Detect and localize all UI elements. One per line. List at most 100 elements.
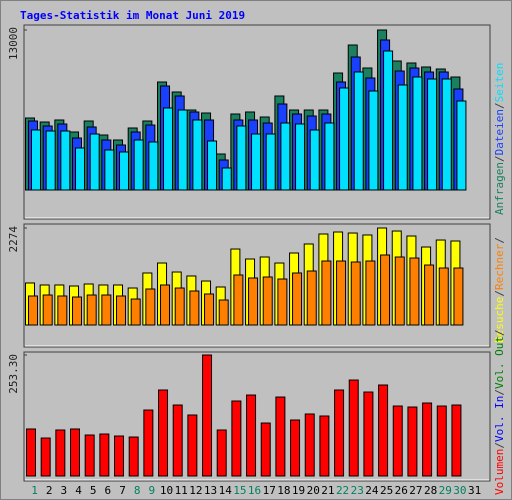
bar — [427, 78, 438, 191]
bar — [204, 293, 215, 326]
x-tick-label: 6 — [105, 484, 112, 497]
x-tick-label: 4 — [75, 484, 82, 497]
legend-entry: Rechner — [493, 243, 506, 290]
bar — [116, 295, 127, 326]
bar — [133, 139, 144, 191]
bar — [231, 400, 242, 477]
bar — [378, 384, 389, 477]
bar — [275, 396, 286, 477]
legend-entry: Anfragen — [493, 162, 506, 215]
bar — [453, 267, 464, 326]
bar — [248, 277, 259, 326]
bar — [174, 287, 185, 326]
bar — [422, 402, 433, 477]
bar — [40, 437, 51, 477]
x-tick-label: 11 — [175, 484, 188, 497]
x-tick-label: 31 — [468, 484, 481, 497]
y-tick-label: 2274 — [7, 226, 20, 253]
bar — [407, 406, 418, 477]
bar — [177, 109, 188, 191]
bar — [397, 84, 408, 191]
bar — [306, 270, 317, 326]
bar — [114, 435, 125, 477]
bar — [42, 294, 53, 326]
legend-separator: / — [493, 290, 506, 297]
x-tick-label: 15 — [233, 484, 246, 497]
x-tick-label: 29 — [439, 484, 452, 497]
bar — [438, 267, 449, 326]
bar — [84, 434, 95, 477]
bar — [365, 260, 376, 326]
bar — [368, 90, 379, 191]
bar — [60, 130, 71, 191]
bar — [148, 141, 159, 191]
bar — [236, 125, 247, 191]
x-tick-label: 7 — [119, 484, 126, 497]
bar — [101, 294, 112, 326]
bar — [246, 394, 257, 477]
bar — [192, 119, 203, 191]
x-tick-label: 23 — [351, 484, 364, 497]
bar — [45, 130, 56, 191]
bar — [409, 257, 420, 326]
legend: Anfragen/Dateien/Seiten — [493, 63, 506, 215]
x-tick-label: 5 — [90, 484, 97, 497]
bar — [295, 123, 306, 191]
legend-entry: Besuche — [493, 297, 506, 343]
x-tick-label: 25 — [380, 484, 393, 497]
bar — [319, 415, 330, 477]
bar — [350, 261, 361, 326]
x-tick-label: 12 — [189, 484, 202, 497]
bar — [207, 140, 218, 191]
legend-separator: / — [493, 442, 506, 449]
legend-entry: Volumen — [493, 449, 506, 495]
bar — [160, 284, 171, 326]
bar — [456, 100, 467, 191]
bar — [348, 379, 359, 477]
bar — [145, 288, 156, 326]
legend: Volumen/Vol. In/Vol. Out/ — [493, 329, 506, 495]
bar — [86, 294, 97, 326]
x-tick-label: 8 — [134, 484, 141, 497]
bar — [57, 295, 68, 326]
bar — [251, 133, 262, 191]
bar — [392, 405, 403, 477]
bar — [187, 414, 198, 477]
x-tick-label: 1 — [31, 484, 38, 497]
legend-separator: / — [493, 155, 506, 162]
bar — [262, 276, 273, 326]
x-tick-label: 21 — [321, 484, 334, 497]
bar — [451, 404, 462, 477]
legend-entry: Seiten — [493, 63, 506, 103]
bar — [309, 129, 320, 191]
x-tick-label: 20 — [307, 484, 320, 497]
legend-entry: Vol. Out — [493, 336, 506, 389]
bar — [394, 256, 405, 326]
bar — [334, 389, 345, 477]
bar — [189, 290, 200, 326]
bar — [292, 272, 303, 326]
legend-entry: Dateien — [493, 109, 506, 155]
x-tick-label: 14 — [219, 484, 233, 497]
bar — [158, 389, 169, 477]
bar — [233, 274, 244, 326]
bar — [353, 71, 364, 191]
bar — [143, 409, 154, 477]
x-tick-label: 9 — [149, 484, 156, 497]
x-tick-label: 27 — [409, 484, 422, 497]
bar — [290, 419, 301, 477]
bar — [336, 260, 347, 326]
bar — [130, 298, 141, 326]
x-tick-label: 22 — [336, 484, 349, 497]
x-tick-label: 10 — [160, 484, 173, 497]
bar — [324, 122, 335, 191]
bar — [72, 296, 83, 326]
bar — [321, 260, 332, 326]
x-tick-label: 26 — [395, 484, 408, 497]
bar — [119, 151, 130, 191]
x-tick-label: 18 — [277, 484, 290, 497]
bar — [383, 50, 394, 191]
legend-separator: / — [493, 237, 506, 244]
bar — [31, 129, 41, 191]
